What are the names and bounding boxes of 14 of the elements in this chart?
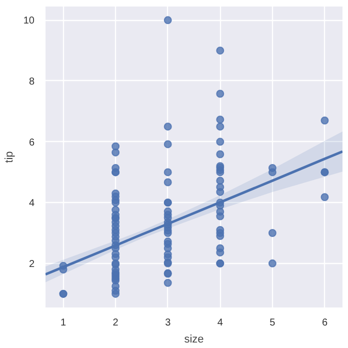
y-tick-label: 2: [28, 258, 35, 270]
x-tick-label: 2: [112, 318, 119, 328]
x-tick-label: 1: [60, 318, 66, 328]
x-tick-label: 4: [217, 318, 224, 328]
line-series: [46, 150, 342, 276]
y-tick-label: 10: [23, 16, 35, 27]
x-tick-label: 5: [270, 318, 276, 328]
x-tick-label: 6: [322, 318, 328, 328]
y-axis-title: tip: [3, 151, 16, 163]
y-tick-label: 6: [28, 137, 35, 148]
y-tick-label: 8: [28, 76, 35, 88]
y-tick-label: 4: [28, 198, 35, 210]
x-tick-label: 3: [165, 318, 172, 328]
x-axis-title: size: [184, 334, 204, 346]
